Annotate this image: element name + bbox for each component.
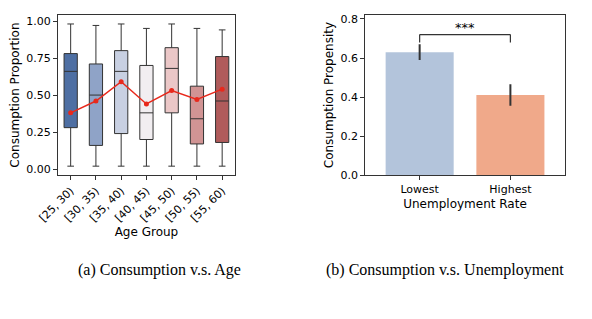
svg-text:(a) Consumption v.s. Age: (a) Consumption v.s. Age [78, 261, 241, 279]
svg-text:0.6: 0.6 [341, 52, 359, 65]
svg-text:***: *** [455, 20, 475, 35]
svg-text:[25, 30): [25, 30) [37, 185, 77, 225]
svg-text:[45, 50): [45, 50) [138, 185, 178, 225]
svg-text:[35, 40): [35, 40) [87, 185, 127, 225]
svg-text:Unemployment Rate: Unemployment Rate [403, 197, 527, 211]
svg-text:0.0: 0.0 [341, 169, 359, 182]
svg-text:[50, 55): [50, 55) [163, 185, 203, 225]
svg-text:1.00: 1.00 [26, 15, 51, 28]
svg-text:Consumption Propensity: Consumption Propensity [322, 22, 336, 168]
svg-text:[55, 60): [55, 60) [188, 185, 228, 225]
svg-text:[30, 35): [30, 35) [62, 185, 102, 225]
svg-text:Age Group: Age Group [115, 225, 179, 239]
svg-text:0.2: 0.2 [341, 130, 359, 143]
svg-text:(b) Consumption v.s. Unemploym: (b) Consumption v.s. Unemployment [326, 261, 564, 279]
svg-text:0.75: 0.75 [26, 52, 51, 65]
svg-text:[40, 45): [40, 45) [112, 185, 152, 225]
svg-text:Consumption Proportion: Consumption Proportion [8, 22, 22, 167]
svg-text:Lowest: Lowest [400, 183, 439, 196]
svg-text:0.50: 0.50 [26, 89, 51, 102]
svg-text:Highest: Highest [489, 183, 532, 196]
svg-text:0.8: 0.8 [341, 13, 359, 26]
svg-text:0.4: 0.4 [341, 91, 359, 104]
svg-text:0.25: 0.25 [26, 126, 51, 139]
svg-text:0.00: 0.00 [26, 163, 51, 176]
